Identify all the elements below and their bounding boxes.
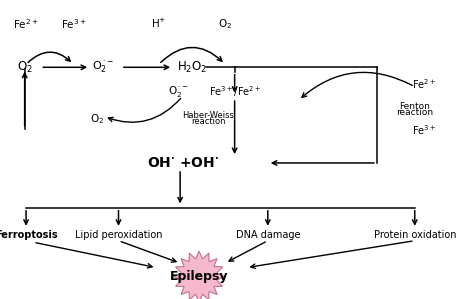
Text: $\mathregular{Fe^{3+}/Fe^{2+}}$: $\mathregular{Fe^{3+}/Fe^{2+}}$ [209,84,261,99]
Text: $\mathbf{OH^{\cdot}}$: $\mathbf{OH^{\cdot}}$ [147,156,175,170]
Polygon shape [173,251,225,299]
Text: Fenton: Fenton [399,102,430,111]
Text: $\mathregular{Fe^{3+}}$: $\mathregular{Fe^{3+}}$ [412,123,437,137]
Text: Protein oxidation: Protein oxidation [374,230,456,240]
Text: $\mathregular{Fe^{2+}}$: $\mathregular{Fe^{2+}}$ [412,77,437,91]
Text: $\mathregular{O_2}$: $\mathregular{O_2}$ [17,60,33,75]
Text: $\mathregular{H^{+}}$: $\mathregular{H^{+}}$ [151,17,166,30]
Text: $\mathregular{H_2O_2}$: $\mathregular{H_2O_2}$ [177,60,207,75]
Text: Epilepsy: Epilepsy [170,270,228,283]
Text: reaction: reaction [396,108,433,117]
Text: $\mathregular{O_2^{\,·-}}$: $\mathregular{O_2^{\,·-}}$ [167,84,188,99]
Text: Ferroptosis: Ferroptosis [0,230,57,240]
Text: $\mathregular{O_2}$: $\mathregular{O_2}$ [90,113,104,126]
Text: $\mathregular{Fe^{3+}}$: $\mathregular{Fe^{3+}}$ [61,17,86,31]
Text: Lipid peroxidation: Lipid peroxidation [75,230,162,240]
Text: $\mathbf{+OH^{\cdot}}$: $\mathbf{+OH^{\cdot}}$ [179,156,219,170]
Text: Haber-Weiss: Haber-Weiss [182,111,235,120]
Text: $\mathregular{Fe^{2+}}$: $\mathregular{Fe^{2+}}$ [13,17,39,31]
Text: $\mathregular{O_2^{\,·-}}$: $\mathregular{O_2^{\,·-}}$ [92,60,114,75]
Text: reaction: reaction [191,117,226,126]
Text: $\mathregular{O_2}$: $\mathregular{O_2}$ [218,17,232,31]
Text: DNA damage: DNA damage [236,230,300,240]
